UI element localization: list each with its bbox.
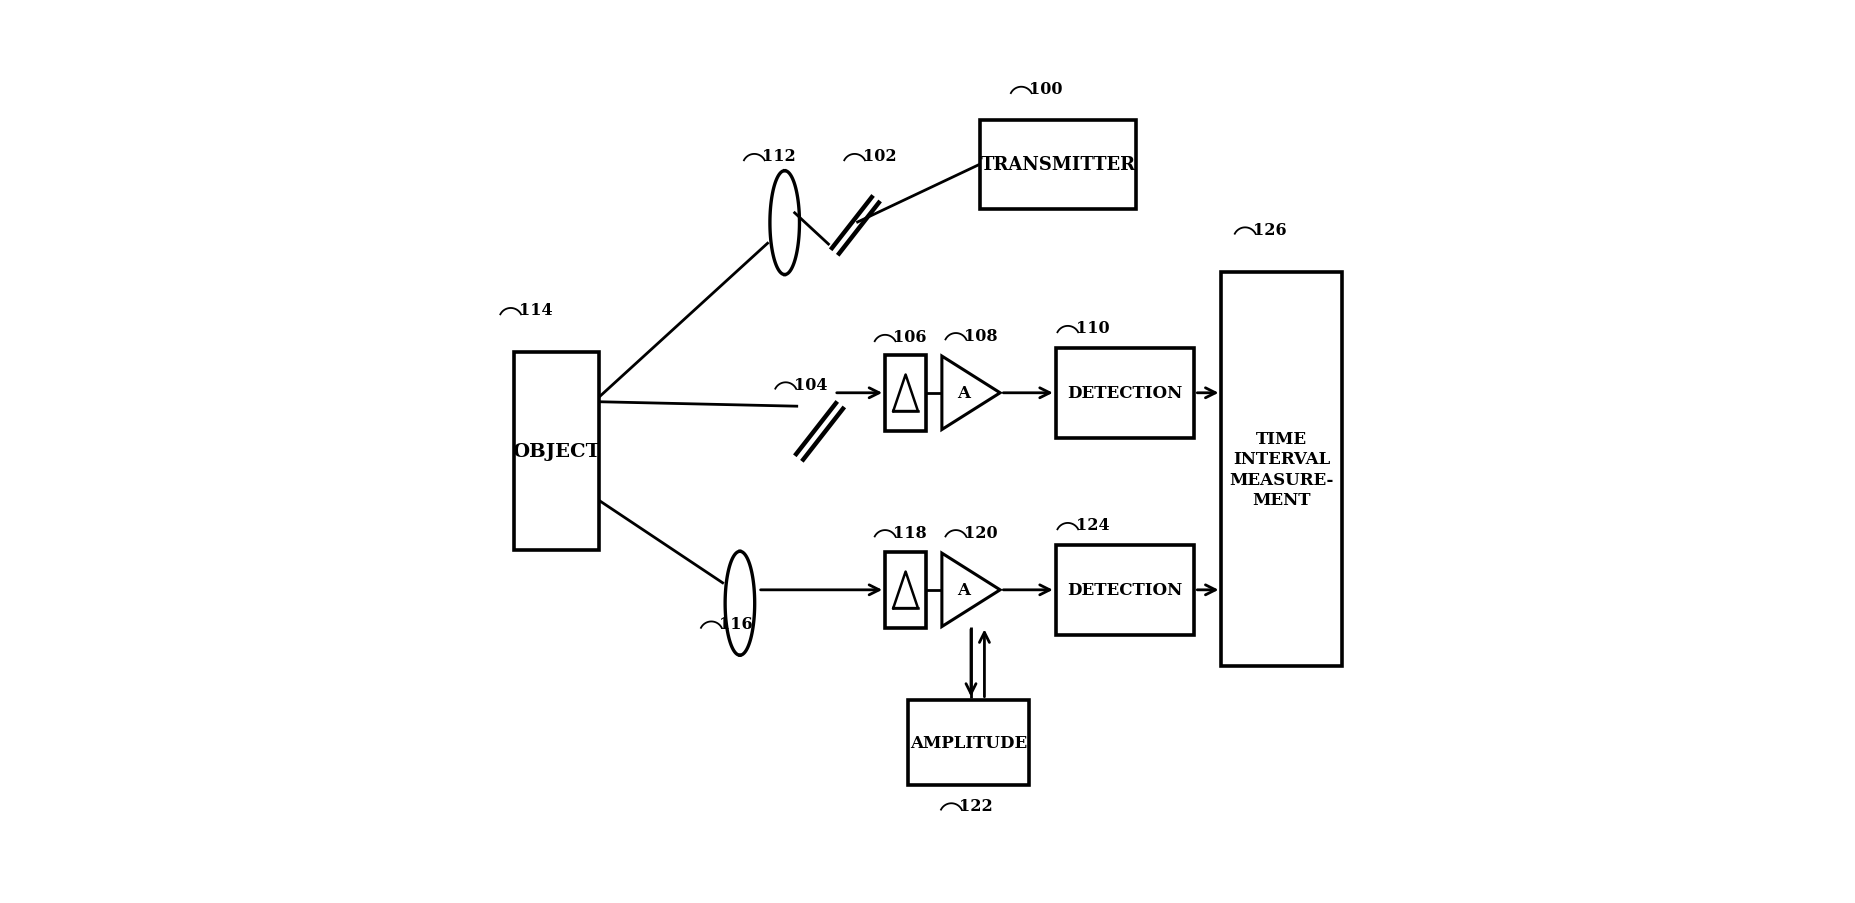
Text: 118: 118 [892,524,926,541]
Text: AMPLITUDE: AMPLITUDE [909,734,1026,750]
Bar [1055,349,1195,438]
Text: A: A [957,385,970,402]
Bar [885,355,926,432]
Text: 112: 112 [762,148,796,165]
Text: 122: 122 [959,796,992,814]
Text: A: A [957,582,970,599]
Bar [907,700,1028,785]
Bar [1221,273,1341,666]
Text: TRANSMITTER: TRANSMITTER [979,156,1135,174]
Text: 126: 126 [1252,221,1286,238]
Text: 104: 104 [794,377,827,394]
Text: 106: 106 [892,329,926,346]
Text: 114: 114 [518,303,553,319]
Polygon shape [725,552,755,656]
Bar [514,353,599,550]
Text: 120: 120 [963,524,996,541]
Text: DETECTION: DETECTION [1067,385,1182,402]
Bar [885,552,926,628]
Text: DETECTION: DETECTION [1067,582,1182,599]
Bar [1055,545,1195,635]
Polygon shape [770,172,800,275]
Text: TIME
INTERVAL
MEASURE-
MENT: TIME INTERVAL MEASURE- MENT [1230,431,1334,508]
Text: OBJECT: OBJECT [512,442,601,461]
Text: 100: 100 [1030,81,1063,98]
Text: 108: 108 [963,327,996,344]
Text: 116: 116 [720,615,753,632]
Text: 110: 110 [1076,320,1109,337]
Text: 124: 124 [1076,517,1109,534]
Text: 102: 102 [863,148,896,165]
Bar [979,120,1135,209]
